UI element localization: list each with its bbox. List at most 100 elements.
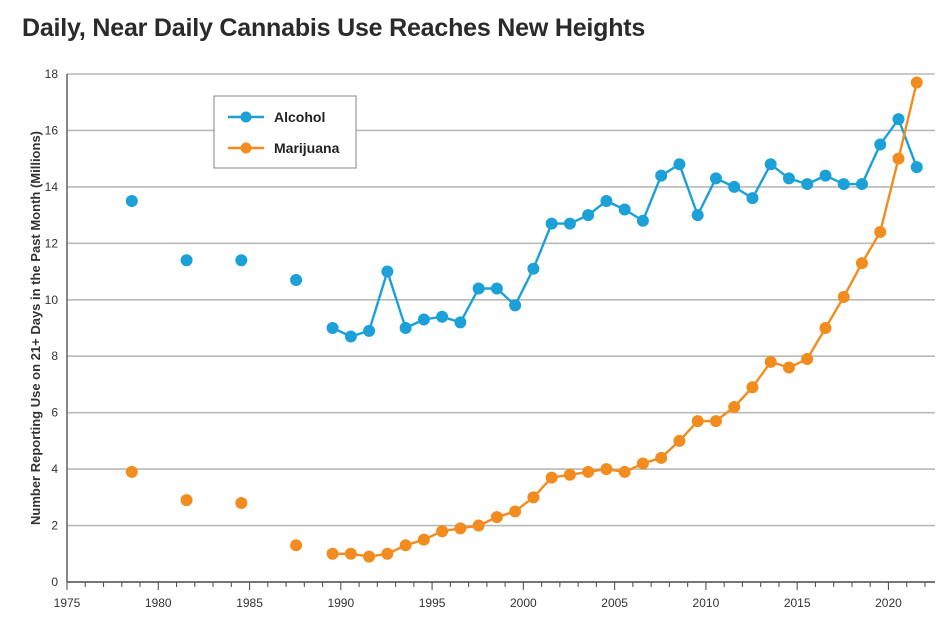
data-point-alcohol bbox=[910, 161, 923, 174]
data-point-alcohol bbox=[892, 113, 905, 126]
data-point-marijuana bbox=[235, 496, 248, 509]
data-point-alcohol bbox=[709, 172, 722, 185]
x-tick-label: 2000 bbox=[510, 596, 537, 610]
data-point-marijuana bbox=[344, 547, 357, 560]
data-point-marijuana bbox=[399, 539, 412, 552]
x-tick-label: 2015 bbox=[784, 596, 811, 610]
x-tick-label: 1985 bbox=[236, 596, 263, 610]
data-point-alcohol bbox=[655, 169, 668, 182]
data-point-alcohol bbox=[436, 310, 449, 323]
data-point-marijuana bbox=[764, 355, 777, 368]
data-point-marijuana bbox=[746, 381, 759, 394]
data-point-marijuana bbox=[509, 505, 522, 518]
legend-label: Marijuana bbox=[274, 140, 340, 156]
y-tick-label: 18 bbox=[45, 67, 59, 81]
chart-title: Daily, Near Daily Cannabis Use Reaches N… bbox=[22, 14, 646, 42]
data-point-alcohol bbox=[855, 178, 868, 191]
data-point-marijuana bbox=[381, 547, 394, 560]
y-axis-title: Number Reporting Use on 21+ Days in the … bbox=[28, 131, 43, 525]
data-point-alcohol bbox=[764, 158, 777, 171]
data-point-marijuana bbox=[728, 401, 741, 414]
data-point-alcohol bbox=[290, 274, 303, 287]
y-tick-label: 0 bbox=[51, 575, 58, 589]
y-tick-label: 16 bbox=[45, 123, 59, 137]
data-point-alcohol bbox=[874, 138, 887, 151]
data-point-alcohol bbox=[417, 313, 430, 326]
data-point-marijuana bbox=[563, 468, 576, 481]
data-point-marijuana bbox=[582, 465, 595, 478]
data-point-marijuana bbox=[180, 494, 193, 507]
data-point-alcohol bbox=[618, 203, 631, 216]
data-point-marijuana bbox=[326, 547, 339, 560]
data-point-alcohol bbox=[381, 265, 394, 278]
data-point-alcohol bbox=[782, 172, 795, 185]
data-point-marijuana bbox=[436, 525, 449, 538]
x-tick-label: 1975 bbox=[54, 596, 81, 610]
data-point-marijuana bbox=[655, 451, 668, 464]
data-point-marijuana bbox=[363, 550, 376, 563]
data-point-marijuana bbox=[636, 457, 649, 470]
y-tick-label: 14 bbox=[45, 180, 59, 194]
data-point-marijuana bbox=[600, 463, 613, 476]
data-point-marijuana bbox=[290, 539, 303, 552]
x-tick-label: 1995 bbox=[419, 596, 446, 610]
data-point-marijuana bbox=[472, 519, 485, 532]
data-point-alcohol bbox=[472, 282, 485, 295]
data-point-alcohol bbox=[691, 209, 704, 222]
x-tick-label: 1990 bbox=[327, 596, 354, 610]
data-point-marijuana bbox=[618, 465, 631, 478]
data-point-alcohol bbox=[344, 330, 357, 343]
data-point-alcohol bbox=[509, 299, 522, 312]
data-point-marijuana bbox=[673, 434, 686, 447]
legend-box bbox=[213, 95, 357, 169]
data-point-alcohol bbox=[837, 178, 850, 191]
data-point-alcohol bbox=[582, 209, 595, 222]
data-point-alcohol bbox=[746, 192, 759, 205]
data-point-alcohol bbox=[180, 254, 193, 267]
data-point-alcohol bbox=[801, 178, 814, 191]
data-point-alcohol bbox=[545, 217, 558, 230]
data-point-marijuana bbox=[527, 491, 540, 504]
data-point-marijuana bbox=[819, 322, 832, 334]
data-point-alcohol bbox=[235, 254, 248, 267]
data-point-marijuana bbox=[454, 522, 467, 535]
data-point-marijuana bbox=[910, 76, 923, 89]
data-point-alcohol bbox=[819, 169, 832, 182]
y-tick-label: 6 bbox=[51, 406, 58, 420]
y-tick-label: 2 bbox=[51, 519, 58, 533]
y-tick-label: 12 bbox=[45, 236, 59, 250]
legend-label: Alcohol bbox=[274, 109, 325, 125]
data-point-marijuana bbox=[855, 257, 868, 270]
y-tick-label: 8 bbox=[51, 349, 58, 363]
data-point-alcohol bbox=[125, 195, 138, 207]
data-point-alcohol bbox=[636, 214, 649, 227]
data-point-alcohol bbox=[326, 322, 339, 334]
data-point-alcohol bbox=[728, 180, 741, 193]
y-tick-label: 10 bbox=[45, 293, 59, 307]
data-point-alcohol bbox=[527, 262, 540, 275]
legend-swatch-marker bbox=[240, 142, 252, 154]
data-point-marijuana bbox=[801, 353, 814, 366]
x-tick-label: 2005 bbox=[601, 596, 628, 610]
data-point-marijuana bbox=[125, 465, 138, 478]
series-line-alcohol bbox=[332, 118, 918, 338]
data-point-alcohol bbox=[600, 195, 613, 207]
x-tick-label: 2020 bbox=[875, 596, 902, 610]
data-point-alcohol bbox=[363, 324, 376, 337]
data-point-alcohol bbox=[673, 158, 686, 171]
data-point-marijuana bbox=[709, 415, 722, 428]
data-point-alcohol bbox=[563, 217, 576, 230]
data-point-marijuana bbox=[837, 290, 850, 303]
data-point-marijuana bbox=[490, 511, 503, 524]
data-point-alcohol bbox=[490, 282, 503, 295]
x-tick-label: 2010 bbox=[693, 596, 720, 610]
x-tick-label: 1980 bbox=[145, 596, 172, 610]
data-point-alcohol bbox=[454, 316, 467, 329]
data-point-alcohol bbox=[399, 322, 412, 334]
data-point-marijuana bbox=[892, 152, 905, 165]
data-point-marijuana bbox=[417, 533, 430, 546]
data-point-marijuana bbox=[691, 415, 704, 428]
data-point-marijuana bbox=[545, 471, 558, 484]
